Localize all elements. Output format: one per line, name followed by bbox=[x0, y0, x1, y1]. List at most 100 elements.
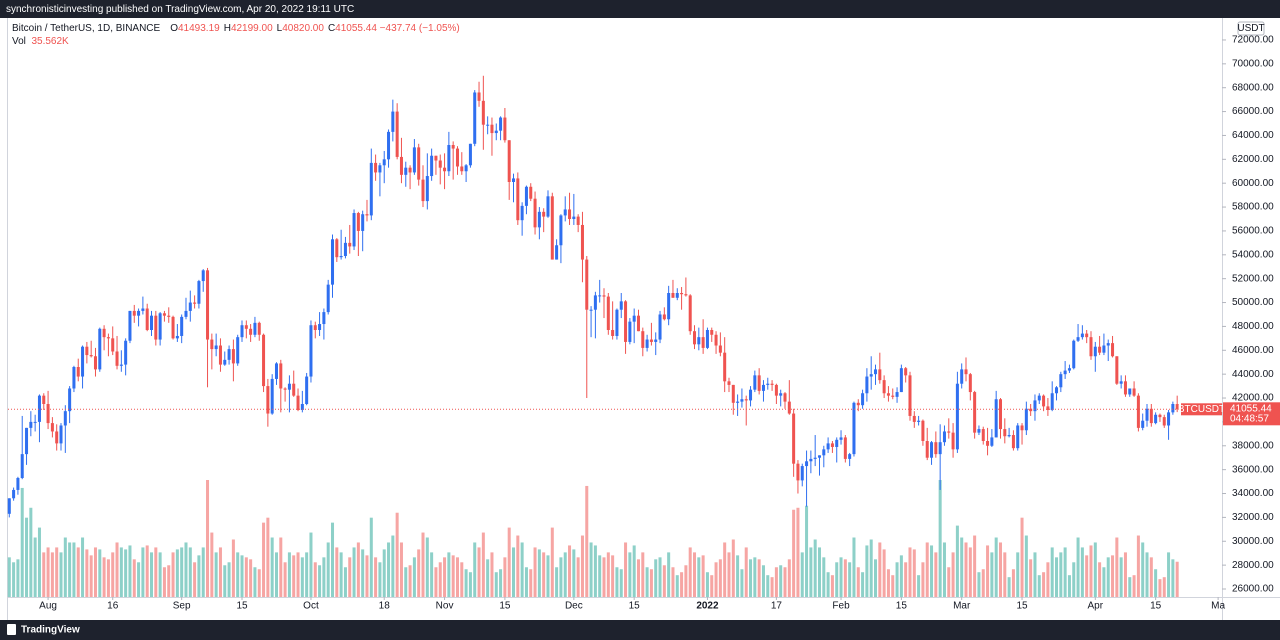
candle-body bbox=[955, 383, 959, 450]
candle-body bbox=[624, 301, 628, 342]
volume-bar bbox=[365, 555, 369, 597]
candle-body bbox=[106, 337, 110, 339]
publisher: synchronisticinvesting published on Trad… bbox=[6, 4, 354, 15]
candle-body bbox=[50, 423, 54, 432]
candle-body bbox=[697, 337, 701, 345]
candle-body bbox=[555, 245, 559, 260]
candle-body bbox=[494, 130, 498, 134]
candle-body bbox=[1011, 435, 1015, 449]
candle-body bbox=[774, 384, 778, 396]
volume-bar bbox=[628, 552, 632, 597]
candle-body bbox=[705, 329, 709, 348]
candle-body bbox=[998, 399, 1002, 430]
volume-bar bbox=[800, 552, 804, 597]
volume-bar bbox=[766, 575, 770, 597]
volume-bar bbox=[830, 575, 834, 597]
volume-bar bbox=[335, 547, 339, 597]
legend: Bitcoin / TetherUS, 1D, BINANCE O41493.19… bbox=[12, 22, 460, 48]
candle-body bbox=[313, 325, 317, 330]
volume-bar bbox=[632, 545, 636, 597]
volume-bar bbox=[1059, 552, 1063, 597]
candle-body bbox=[270, 378, 274, 414]
candle-body bbox=[641, 331, 645, 348]
volume-bar bbox=[421, 532, 425, 597]
volume-bar bbox=[1003, 552, 1007, 597]
candle-body bbox=[1128, 388, 1132, 395]
x-tick-label: Mar bbox=[953, 601, 971, 612]
legend-row: Bitcoin / TetherUS, 1D, BINANCE O41493.19… bbox=[12, 22, 460, 35]
candle-body bbox=[279, 363, 283, 389]
candle-body bbox=[736, 401, 740, 403]
volume-bar bbox=[227, 562, 231, 597]
volume-bar bbox=[81, 537, 85, 597]
candle-body bbox=[852, 402, 856, 455]
volume-bar bbox=[1055, 557, 1059, 597]
volume-bar bbox=[1007, 577, 1011, 597]
volume-bar bbox=[964, 542, 968, 597]
brand[interactable]: TradingView bbox=[21, 625, 80, 636]
candle-body bbox=[326, 284, 330, 313]
volume-bar bbox=[598, 555, 602, 597]
candle-body bbox=[451, 144, 455, 149]
volume-bar bbox=[145, 545, 149, 597]
volume-bar bbox=[167, 565, 171, 597]
volume-bar bbox=[1029, 559, 1033, 597]
volume-bar bbox=[1033, 552, 1037, 597]
candle-body bbox=[391, 111, 395, 132]
candle-body bbox=[822, 449, 826, 456]
candle-body bbox=[171, 316, 175, 339]
volume-bar bbox=[611, 555, 615, 597]
candle-body bbox=[1154, 414, 1158, 424]
y-tick-label: 30000.00 bbox=[1232, 536, 1274, 547]
volume-bar bbox=[89, 555, 93, 597]
y-tick-label: 68000.00 bbox=[1232, 82, 1274, 93]
currency: USDT bbox=[1237, 23, 1264, 34]
volume-bar bbox=[912, 549, 916, 597]
candle-body bbox=[912, 415, 916, 422]
candle-body bbox=[348, 242, 352, 247]
volume-bar bbox=[520, 542, 524, 597]
candle-body bbox=[1067, 368, 1071, 371]
candle-body bbox=[253, 322, 257, 335]
y-tick-label: 46000.00 bbox=[1232, 345, 1274, 356]
candle-body bbox=[529, 186, 533, 199]
candle-body bbox=[718, 345, 722, 353]
currency-box[interactable] bbox=[1237, 21, 1265, 36]
candle-body bbox=[145, 308, 149, 330]
volume-row: Vol 35.562K bbox=[12, 35, 460, 48]
candle-body bbox=[1162, 417, 1166, 426]
volume-bar bbox=[585, 485, 589, 597]
volume-bar bbox=[826, 572, 830, 597]
candle-body bbox=[951, 432, 955, 450]
volume-bar bbox=[447, 552, 451, 597]
volume-bar bbox=[744, 547, 748, 597]
volume-bar bbox=[322, 557, 326, 597]
x-tick-label: Sep bbox=[173, 601, 191, 612]
candle-body bbox=[1024, 408, 1028, 431]
candle-body bbox=[843, 437, 847, 459]
volume-bar bbox=[809, 547, 813, 597]
volume-bar bbox=[563, 552, 567, 597]
y-tick-label: 56000.00 bbox=[1232, 226, 1274, 237]
candle-body bbox=[865, 376, 869, 394]
volume-bar bbox=[779, 565, 783, 597]
candle-body bbox=[486, 124, 490, 126]
volume-bar bbox=[253, 567, 257, 597]
volume-bar bbox=[869, 539, 873, 597]
candle-body bbox=[869, 374, 873, 377]
volume-bar bbox=[417, 549, 421, 597]
candle-body bbox=[460, 166, 464, 172]
candle-body bbox=[132, 310, 136, 316]
candle-body bbox=[115, 351, 119, 366]
volume-bar bbox=[184, 542, 188, 597]
candle-body bbox=[1158, 414, 1162, 418]
candle-body bbox=[214, 345, 218, 350]
candle-body bbox=[29, 421, 33, 428]
volume-bar bbox=[684, 565, 688, 597]
candle-body bbox=[408, 167, 412, 173]
candle-body bbox=[438, 160, 442, 168]
volume-bar bbox=[279, 537, 283, 597]
candle-body bbox=[322, 312, 326, 325]
volume-bar bbox=[749, 559, 753, 597]
volume-bar bbox=[624, 542, 628, 597]
